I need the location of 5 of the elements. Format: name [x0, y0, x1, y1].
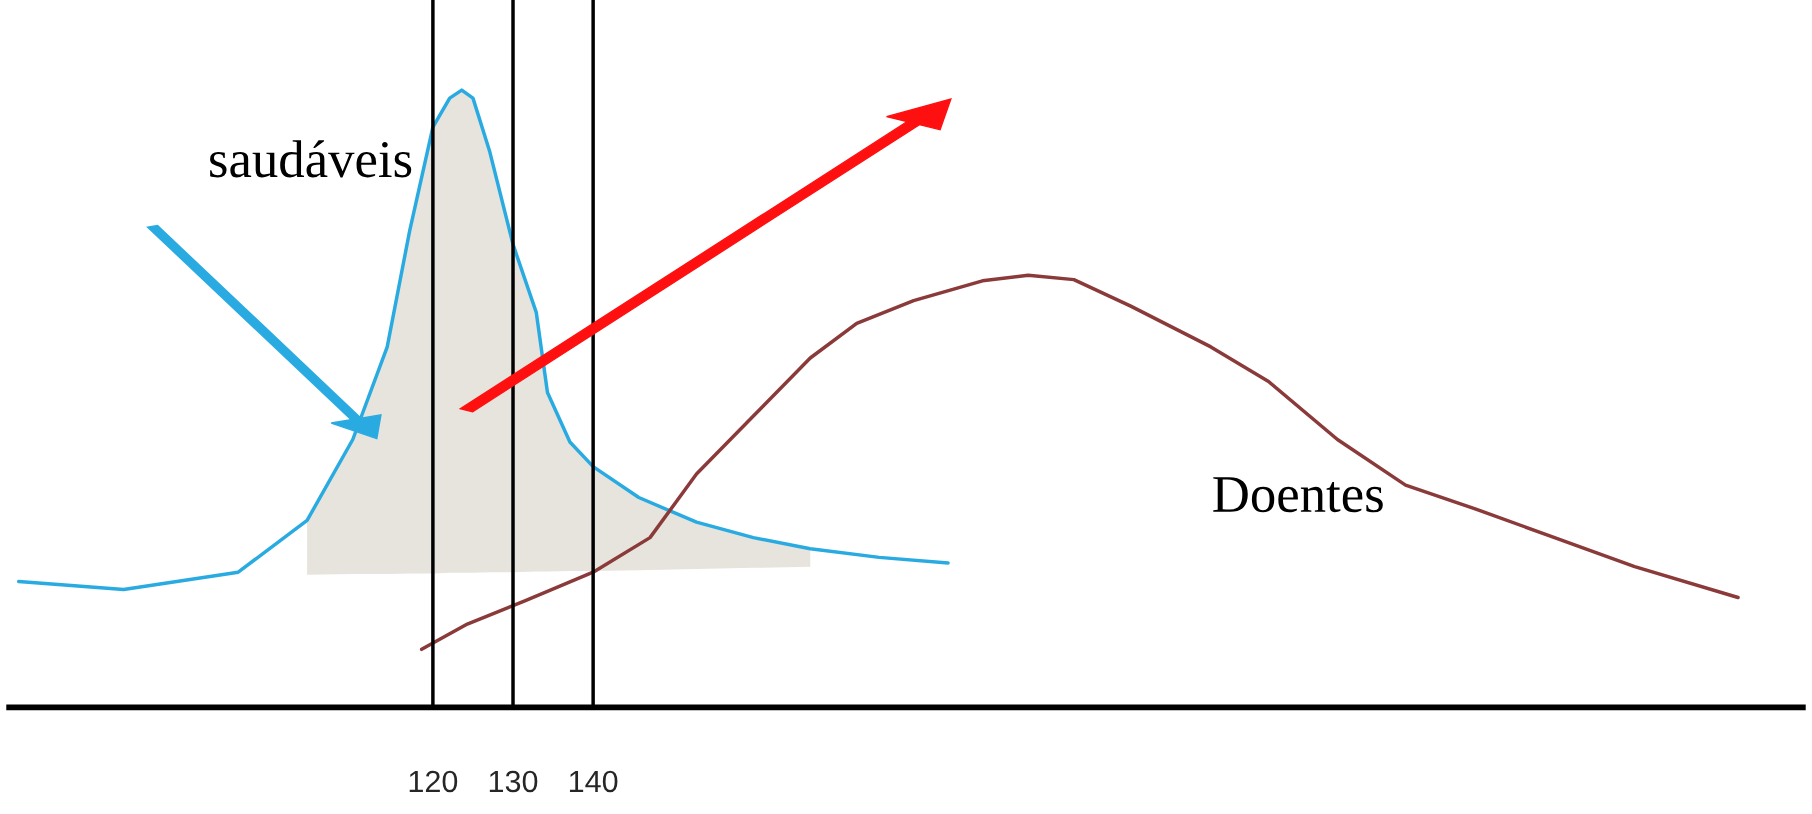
series-label: saudáveis: [210, 140, 412, 178]
x-tick-label: 120: [409, 770, 458, 793]
x-tick-label: 140: [569, 770, 618, 793]
x-tick-label: 130: [489, 770, 538, 793]
series-label: Doentes: [1213, 477, 1383, 513]
